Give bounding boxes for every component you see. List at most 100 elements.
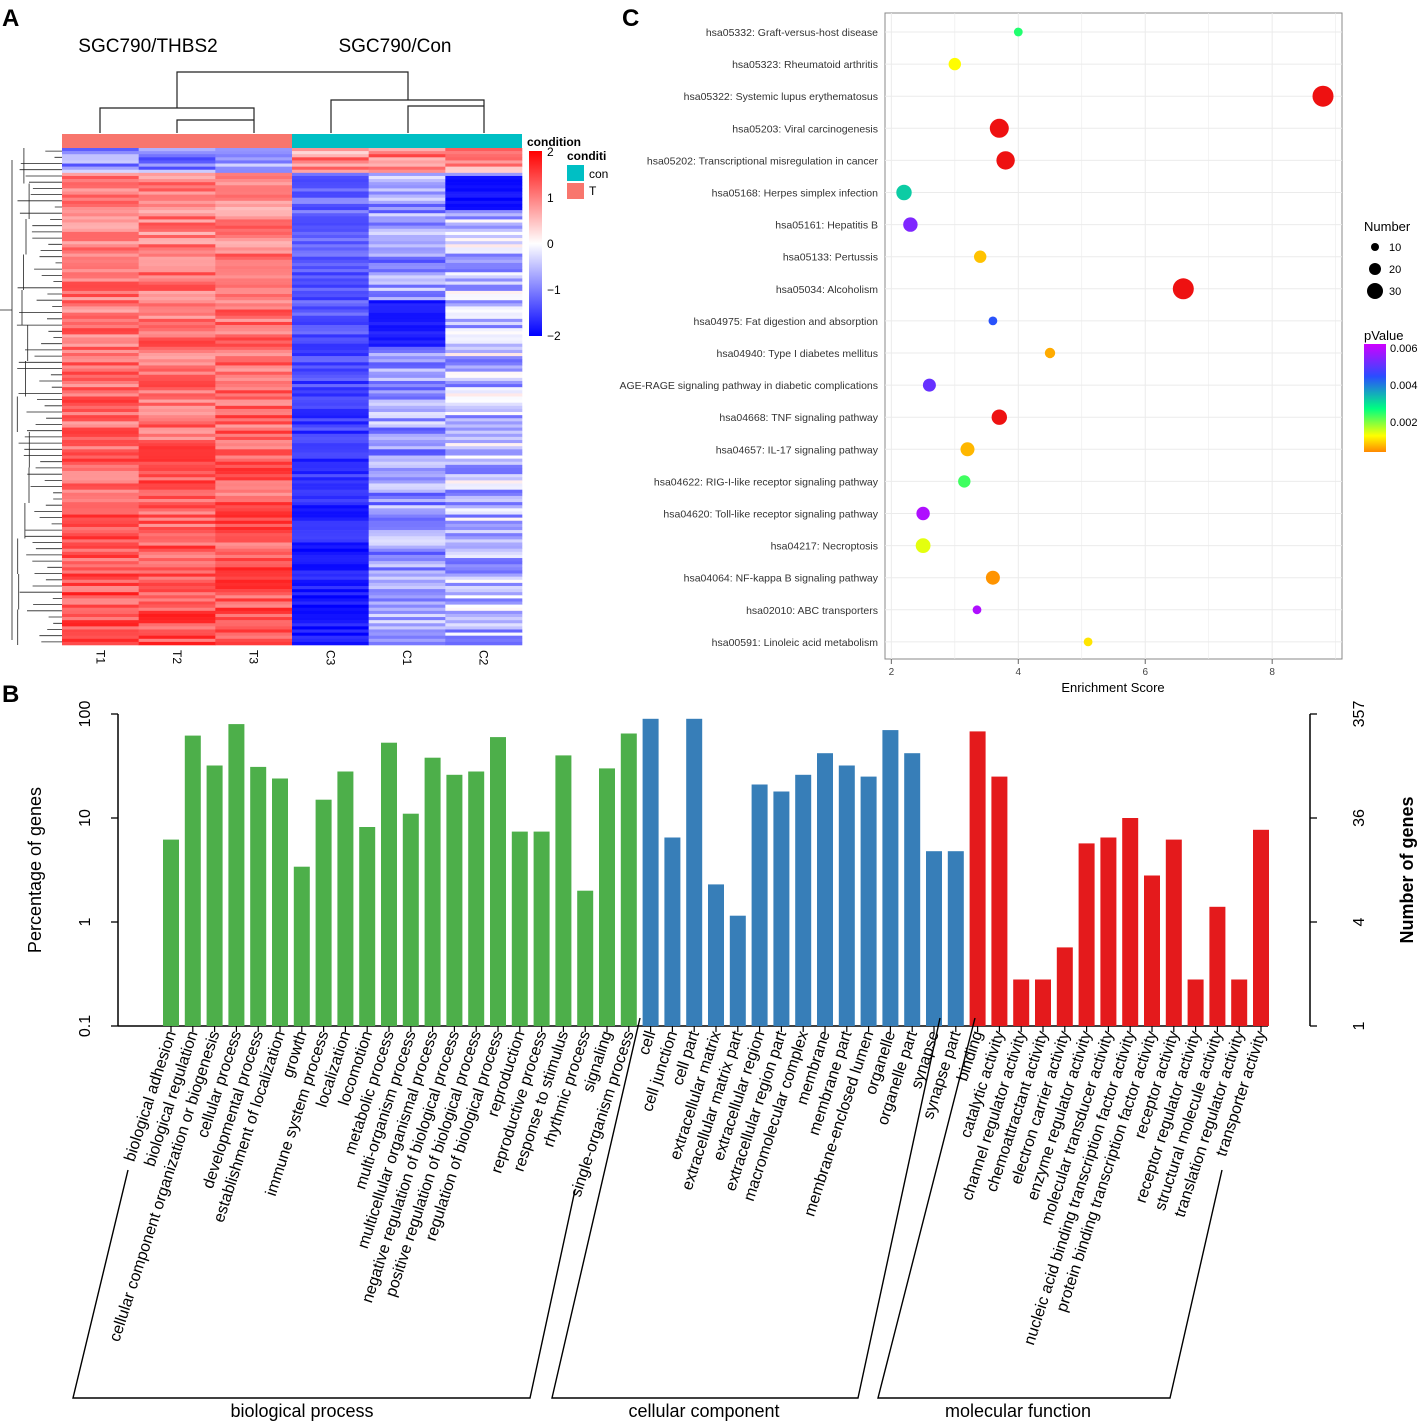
heatmap-cell: [292, 334, 369, 338]
heatmap-cell: [445, 343, 523, 348]
heatmap-cell: [215, 210, 293, 214]
heatmap-cell: [292, 203, 369, 208]
heatmap-cell: [215, 418, 293, 422]
heatmap-cell: [62, 244, 139, 248]
heatmap-cell: [445, 601, 523, 605]
heatmap-cell: [368, 266, 446, 270]
heatmap-cell: [445, 641, 523, 646]
size-legend-dot-30: [1367, 283, 1383, 299]
heatmap-cell: [292, 262, 369, 267]
heatmap-cell: [215, 471, 293, 475]
heatmap-cell: [292, 197, 369, 202]
heatmap-cell: [445, 207, 523, 211]
heatmap-cell: [368, 548, 446, 553]
heatmap-cell: [292, 362, 369, 366]
heatmap-cell: [215, 182, 293, 186]
heatmap-cell: [62, 641, 139, 646]
heatmap-cell: [138, 520, 216, 525]
heatmap-cell: [292, 449, 369, 453]
heatmap-cell: [368, 421, 446, 425]
heatmap-cell: [368, 216, 446, 220]
go-bars: [163, 718, 1269, 1026]
heatmap-cell: [62, 312, 139, 317]
heatmap-cell: [368, 269, 446, 273]
heatmap-cell: [292, 244, 369, 248]
heatmap-cell: [215, 325, 293, 329]
heatmap-cell: [62, 166, 139, 171]
heatmap-cell: [368, 632, 446, 636]
go-bar: [1078, 843, 1095, 1026]
heatmap-cell: [368, 598, 446, 602]
heatmap-cell: [368, 207, 446, 211]
heatmap-cell: [138, 610, 216, 615]
heatmap-cell: [368, 281, 446, 285]
heatmap-cell: [138, 203, 216, 208]
heatmap-cell: [292, 318, 369, 323]
heatmap-cell: [62, 610, 139, 615]
heatmap-cell: [292, 231, 369, 236]
heatmap-cell: [215, 297, 293, 301]
heatmap-cell: [62, 262, 139, 267]
x-tick-label: 6: [1142, 667, 1148, 678]
heatmap-cell: [62, 439, 139, 444]
heatmap-cell: [62, 160, 139, 164]
y2-tick-label: 357: [1351, 701, 1368, 728]
heatmap-cell: [445, 486, 523, 490]
heatmap-cell: [445, 558, 523, 562]
heatmap-cell: [292, 592, 369, 596]
heatmap-cell: [62, 402, 139, 407]
heatmap-cell: [292, 430, 369, 435]
heatmap-cell: [215, 179, 293, 183]
heatmap-cell: [368, 228, 446, 233]
heatmap-cell: [445, 610, 523, 615]
heatmap-cell: [445, 228, 523, 233]
heatmap-cell: [138, 356, 216, 360]
heatmap-cell: [445, 483, 523, 487]
heatmap-cell: [368, 303, 446, 307]
heatmap-cell: [292, 502, 369, 506]
heatmap-cell: [292, 399, 369, 404]
heatmap-cell: [62, 446, 139, 450]
heatmap-cell: [292, 610, 369, 615]
go-bar: [751, 784, 768, 1026]
heatmap-cell: [138, 412, 216, 416]
pathway-point: [1312, 85, 1334, 107]
heatmap-cell: [62, 418, 139, 422]
heatmap-cell: [368, 151, 446, 155]
heatmap-cell: [292, 412, 369, 416]
pathway-labels: hsa05332: Graft-versus-host disease hsa05…: [619, 27, 878, 649]
heatmap-cell: [292, 185, 369, 189]
heatmap-cell: [292, 278, 369, 282]
heatmap-cell: [138, 259, 216, 264]
heatmap-cell: [62, 157, 139, 161]
heatmap-cell: [445, 312, 523, 317]
scale-tick-1: 1: [547, 191, 554, 205]
heatmap-cell: [62, 449, 139, 453]
heatmap-cell: [292, 523, 369, 528]
go-bar: [729, 915, 746, 1026]
heatmap-cell: [445, 505, 523, 509]
heatmap-cell: [138, 561, 216, 565]
heatmap-cell: [292, 343, 369, 348]
go-bar: [315, 799, 332, 1026]
heatmap-cell: [62, 585, 139, 590]
heatmap-cell: [138, 281, 216, 285]
heatmap-cell: [138, 334, 216, 338]
heatmap-cell: [62, 172, 139, 177]
legend-label-t: T: [589, 184, 597, 198]
heatmap-cell: [62, 415, 139, 419]
heatmap-cell: [138, 517, 216, 522]
heatmap-cell: [368, 200, 446, 205]
heatmap-cell: [215, 154, 293, 158]
heatmap-cell: [62, 499, 139, 503]
heatmap-column-labels: T1 T2 T3 C3 C1 C2: [93, 650, 490, 666]
heatmap-cell: [138, 502, 216, 506]
heatmap-cell: [445, 517, 523, 522]
heatmap-cell: [368, 464, 446, 469]
heatmap-cell: [292, 328, 369, 332]
heatmap-cell: [215, 533, 293, 537]
heatmap-cell: [368, 530, 446, 534]
heatmap-cell: [445, 393, 523, 397]
pathway-points: [896, 27, 1334, 647]
heatmap-cell: [445, 595, 523, 599]
